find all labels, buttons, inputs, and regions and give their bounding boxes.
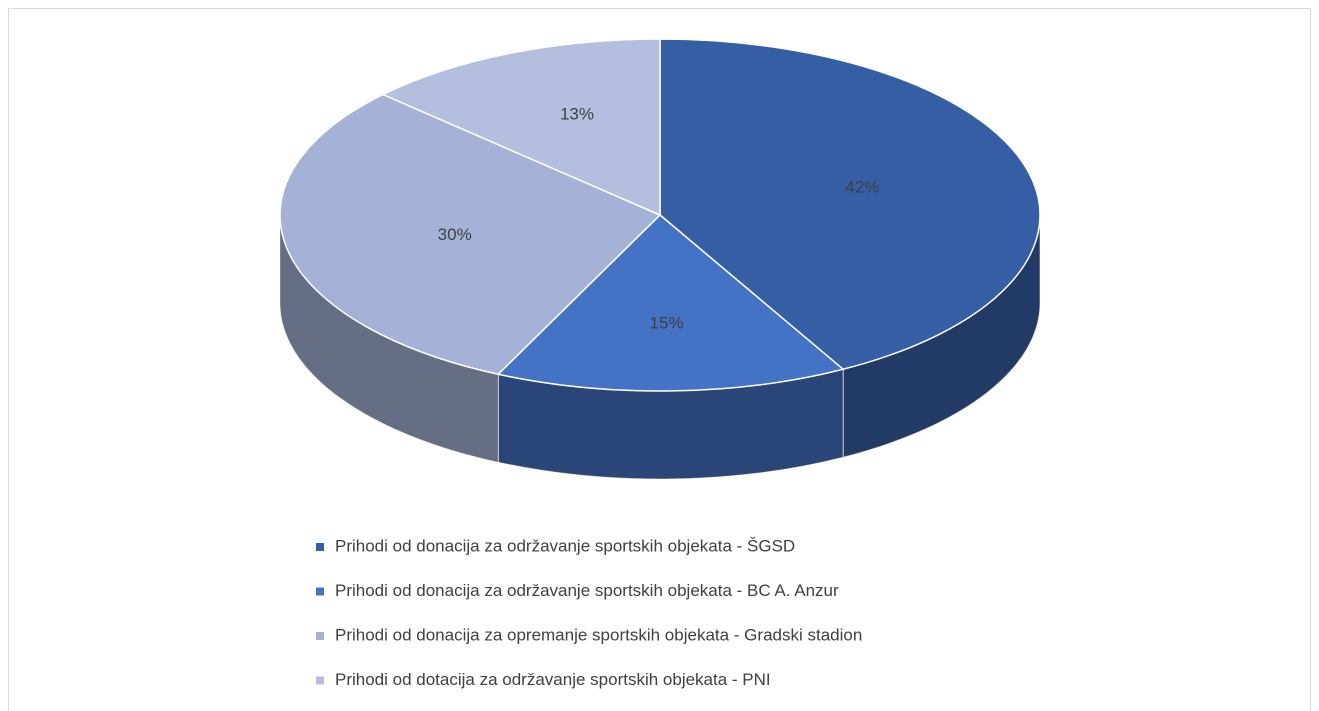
legend-label: Prihodi od dotacija za održavanje sports… [335,670,771,689]
slice-side-shade [498,369,844,479]
slice-side-shade [843,215,1040,458]
legend-swatch [316,587,324,596]
legend-label: Prihodi od donacija za održavanje sports… [335,581,839,600]
legend-swatch [316,543,324,551]
data-label: 30% [438,225,472,244]
legend-swatch [316,676,324,685]
data-label: 15% [650,314,684,333]
data-label: 13% [560,104,594,123]
data-label: 42% [845,177,879,196]
legend-label: Prihodi od donacija za održavanje sports… [335,536,795,555]
slice [496,213,845,392]
legend-swatch [316,632,324,640]
legend-label: Prihodi od donacija za opremanje sportsk… [335,625,862,644]
slice [381,38,661,217]
slice [279,93,662,376]
slice [659,38,1041,371]
